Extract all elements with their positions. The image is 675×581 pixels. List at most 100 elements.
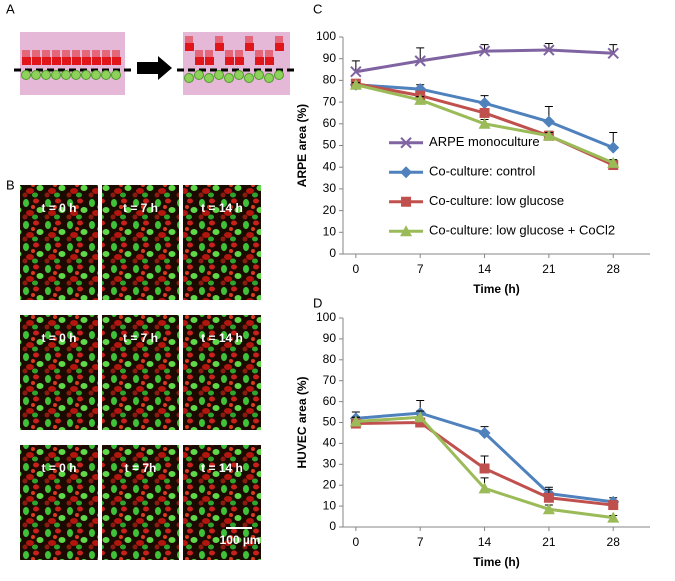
time-label: t = 7 h: [123, 331, 158, 345]
micrograph: [20, 445, 98, 560]
endothelial-cell: [204, 73, 214, 83]
x-axis-title: Time (h): [473, 555, 519, 569]
marker: [607, 141, 620, 154]
x-tick-label: 21: [542, 262, 556, 276]
panel-label: B: [6, 177, 15, 192]
panel-label: A: [6, 1, 15, 16]
micrograph: [183, 445, 261, 560]
rpe-cell: [225, 57, 234, 65]
panel-label: C: [313, 1, 322, 16]
y-tick-label: 10: [323, 224, 337, 238]
marker: [414, 93, 427, 105]
series-line: [355, 48, 614, 74]
time-label: t = 0 h: [41, 461, 76, 475]
endothelial-cell: [101, 70, 111, 80]
y-tick-label: 100: [316, 29, 336, 43]
x-tick-label: 7: [417, 262, 424, 276]
legend-label: Co-culture: control: [429, 164, 535, 179]
legend-marker: [401, 196, 412, 207]
rpe-cell: [52, 57, 61, 65]
marker: [479, 107, 490, 118]
marker: [479, 463, 490, 474]
marker: [350, 66, 362, 78]
marker: [415, 417, 426, 428]
error-bar: [416, 47, 425, 61]
endothelial-cell: [264, 73, 274, 83]
endothelial-cell: [194, 70, 204, 80]
legend-marker: [400, 225, 413, 237]
endothelial-cell: [224, 73, 234, 83]
y-tick-label: 50: [323, 138, 337, 152]
micrograph: [102, 185, 179, 300]
rpe-cell: [275, 43, 284, 51]
y-tick-label: 70: [323, 373, 337, 387]
time-label: t = 0 h: [41, 201, 76, 215]
rpe-cell: [205, 57, 214, 65]
marker: [543, 44, 555, 56]
endothelial-cell: [81, 70, 91, 80]
rpe-cell: [245, 43, 254, 51]
arrow: [137, 56, 172, 80]
rpe-cell: [42, 57, 51, 65]
y-tick-label: 90: [323, 51, 337, 65]
x-tick-label: 7: [417, 535, 424, 549]
endothelial-cell: [91, 70, 101, 80]
rpe-cell: [22, 57, 31, 65]
y-tick-label: 80: [323, 352, 337, 366]
endothelial-cell: [254, 70, 264, 80]
rpe-cell: [195, 57, 204, 65]
endothelial-cell: [41, 70, 51, 80]
x-tick-label: 14: [478, 535, 492, 549]
time-label: t = 7h: [125, 461, 157, 475]
endothelial-cell: [51, 70, 61, 80]
y-axis-title: HUVEC area (%): [295, 376, 309, 468]
micrograph: [102, 445, 179, 560]
x-tick-label: 21: [542, 535, 556, 549]
marker: [478, 97, 491, 110]
y-tick-label: 0: [329, 519, 336, 533]
time-label: t = 14 h: [201, 461, 243, 475]
endothelial-cell: [274, 70, 284, 80]
marker: [542, 115, 555, 128]
rpe-cell: [32, 57, 41, 65]
legend-label: Co-culture: low glucose: [429, 193, 564, 208]
y-tick-label: 50: [323, 415, 337, 429]
y-tick-label: 100: [316, 310, 336, 324]
marker: [349, 415, 362, 427]
error-bar: [351, 60, 360, 72]
micrograph: [183, 185, 261, 300]
y-tick-label: 70: [323, 94, 337, 108]
x-tick-label: 28: [607, 262, 621, 276]
marker: [543, 492, 554, 503]
legend-label: ARPE monoculture: [429, 134, 540, 149]
x-tick-label: 0: [353, 262, 360, 276]
x-tick-label: 0: [353, 535, 360, 549]
marker: [607, 156, 620, 168]
marker: [542, 129, 555, 141]
rpe-cell: [185, 43, 194, 51]
y-tick-label: 40: [323, 436, 337, 450]
endothelial-cell: [21, 70, 31, 80]
y-axis-title: ARPE area (%): [295, 104, 309, 187]
marker: [349, 78, 362, 90]
legend-label: Co-culture: low glucose + CoCl2: [429, 223, 615, 238]
y-tick-label: 30: [323, 456, 337, 470]
schematic: [14, 32, 296, 95]
y-tick-label: 80: [323, 73, 337, 87]
y-tick-label: 20: [323, 203, 337, 217]
scale-label: 100 µm: [220, 533, 261, 547]
y-tick-label: 20: [323, 477, 337, 491]
micrograph: [20, 185, 98, 300]
legend: ARPE monoculture Co-culture: control Co-cu…: [389, 134, 615, 238]
endothelial-cell: [244, 73, 254, 83]
rpe-cell: [255, 57, 264, 65]
marker: [542, 503, 555, 515]
y-tick-label: 60: [323, 394, 337, 408]
marker: [607, 511, 620, 523]
micrograph: [183, 315, 261, 430]
legend-marker: [400, 166, 413, 179]
rpe-cell: [215, 43, 224, 51]
endothelial-cell: [61, 70, 71, 80]
endothelial-cell: [31, 70, 41, 80]
